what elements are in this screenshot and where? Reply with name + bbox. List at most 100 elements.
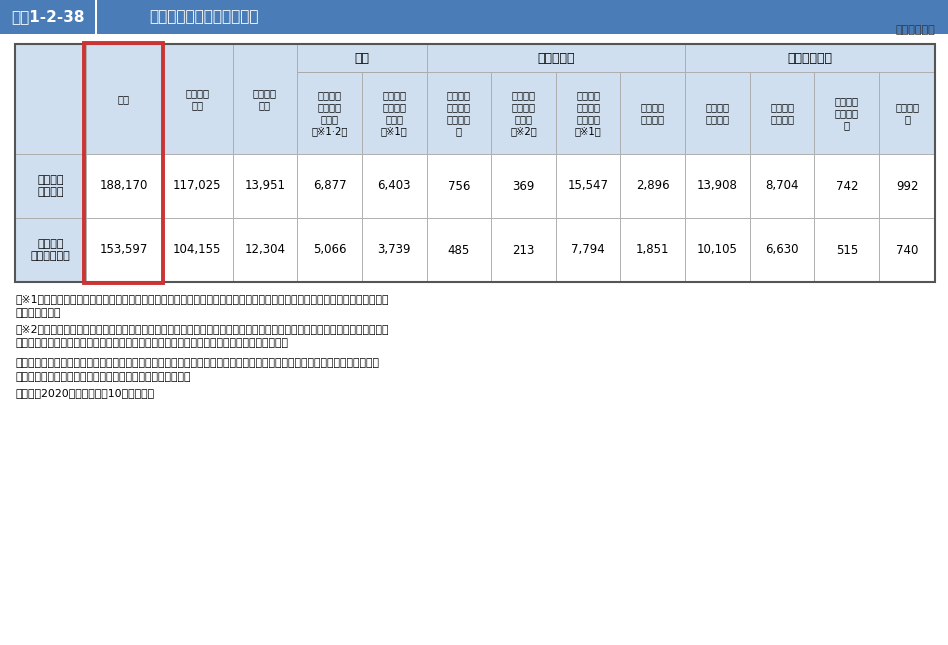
Text: 介護医療
院: 介護医療 院 xyxy=(895,102,919,124)
Bar xyxy=(232,218,297,282)
Text: 生活介護では「専らその職務に従事する介護支援専門員であること」とされている。: 生活介護では「専らその職務に従事する介護支援専門員であること」とされている。 xyxy=(15,338,288,348)
Bar xyxy=(362,154,427,218)
Text: 特定施設
入居者生
活介護
（※1·2）: 特定施設 入居者生 活介護 （※1·2） xyxy=(311,90,348,136)
Text: 従事者数
（実数）: 従事者数 （実数） xyxy=(37,175,64,197)
Bar xyxy=(685,218,750,282)
Text: 5,066: 5,066 xyxy=(313,244,346,257)
Text: 地域密着型: 地域密着型 xyxy=(538,52,574,64)
Bar xyxy=(15,44,85,72)
Bar xyxy=(427,44,685,72)
Bar xyxy=(297,218,362,282)
Text: 象外。: 象外。 xyxy=(15,308,61,318)
Bar xyxy=(879,154,935,218)
Text: 2,896: 2,896 xyxy=(636,179,669,192)
Bar xyxy=(162,44,232,72)
Text: 8,704: 8,704 xyxy=(765,179,799,192)
Text: 介護支援専門員の従事者数: 介護支援専門員の従事者数 xyxy=(149,10,259,25)
Text: 居宅: 居宅 xyxy=(355,52,370,64)
Text: 省老健局認知症施策・地域介護推進課において作成。: 省老健局認知症施策・地域介護推進課において作成。 xyxy=(15,372,191,382)
Bar xyxy=(297,44,427,72)
Bar xyxy=(814,72,879,154)
Bar xyxy=(750,218,814,282)
Text: 117,025: 117,025 xyxy=(173,179,222,192)
Bar xyxy=(621,72,685,154)
Text: 図表1-2-38: 図表1-2-38 xyxy=(11,10,84,25)
Text: 従事者数
（常勤換算）: 従事者数 （常勤換算） xyxy=(30,239,70,261)
Bar xyxy=(685,72,750,154)
Text: （注）　2020（令和２）年10月１日現在: （注） 2020（令和２）年10月１日現在 xyxy=(15,388,155,398)
Bar xyxy=(621,154,685,218)
Bar xyxy=(621,218,685,282)
Bar xyxy=(162,44,232,154)
Text: 6,877: 6,877 xyxy=(313,179,346,192)
Bar xyxy=(15,44,85,154)
Text: 992: 992 xyxy=(896,179,919,192)
Bar xyxy=(297,154,362,218)
Text: 介護保険施設: 介護保険施設 xyxy=(788,52,832,64)
Text: 515: 515 xyxy=(836,244,858,257)
Text: 13,908: 13,908 xyxy=(697,179,738,192)
Text: 特定施設
入居者生
活介護
（※2）: 特定施設 入居者生 活介護 （※2） xyxy=(510,90,537,136)
Bar xyxy=(232,44,297,154)
Bar xyxy=(491,72,556,154)
Bar xyxy=(491,218,556,282)
Bar xyxy=(232,154,297,218)
Text: 485: 485 xyxy=(447,244,470,257)
Bar xyxy=(879,72,935,154)
Text: 看護小規
模多機能
型居宅介
護: 看護小規 模多機能 型居宅介 護 xyxy=(447,90,471,136)
Bar xyxy=(85,44,162,154)
Bar xyxy=(750,154,814,218)
Text: 3,739: 3,739 xyxy=(377,244,410,257)
Text: （※2）　特定施設入居者生活介護については、計画作成担当者の従事者数。なお、計画作成担当者について、特定施設入居者: （※2） 特定施設入居者生活介護については、計画作成担当者の従事者数。なお、計画… xyxy=(15,324,389,334)
Bar xyxy=(15,218,85,282)
Text: 153,597: 153,597 xyxy=(100,244,148,257)
Bar xyxy=(297,72,362,154)
Bar xyxy=(879,218,935,282)
Bar xyxy=(556,72,621,154)
Text: 740: 740 xyxy=(896,244,919,257)
Text: 188,170: 188,170 xyxy=(100,179,148,192)
Text: 13,951: 13,951 xyxy=(245,179,285,192)
Bar xyxy=(814,218,879,282)
Bar xyxy=(685,154,750,218)
Text: 6,403: 6,403 xyxy=(377,179,410,192)
Text: 742: 742 xyxy=(835,179,858,192)
Bar xyxy=(556,218,621,282)
Text: 介護老人
福祉施設: 介護老人 福祉施設 xyxy=(705,102,730,124)
Bar xyxy=(427,72,491,154)
Text: 認知症対
応型共同
生活介護
（※1）: 認知症対 応型共同 生活介護 （※1） xyxy=(574,90,602,136)
Text: 介護療養
型医療施
設: 介護療養 型医療施 設 xyxy=(835,96,859,130)
Text: 小規模多
機能型居
宅介護
（※1）: 小規模多 機能型居 宅介護 （※1） xyxy=(381,90,408,136)
Bar xyxy=(15,44,935,282)
Text: 369: 369 xyxy=(512,179,535,192)
Text: 1,851: 1,851 xyxy=(636,244,669,257)
Text: 合計: 合計 xyxy=(118,94,130,104)
Text: 7,794: 7,794 xyxy=(572,244,605,257)
Bar xyxy=(232,44,297,72)
Bar xyxy=(162,218,232,282)
Text: 15,547: 15,547 xyxy=(568,179,609,192)
Bar xyxy=(491,154,556,218)
Bar xyxy=(162,154,232,218)
Text: 756: 756 xyxy=(447,179,470,192)
Bar xyxy=(95,0,97,34)
Bar xyxy=(427,218,491,282)
Bar xyxy=(0,0,948,34)
Text: （※1）　介護予防サービスを一体的に行っている事業所の従事者を含む。また、介護予防サービスのみ行っている事業者は対: （※1） 介護予防サービスを一体的に行っている事業所の従事者を含む。また、介護予… xyxy=(15,294,389,304)
Text: 6,630: 6,630 xyxy=(765,244,799,257)
Bar xyxy=(85,154,162,218)
Text: 介護予防
支援: 介護予防 支援 xyxy=(253,88,277,110)
Text: 介護老人
保健施設: 介護老人 保健施設 xyxy=(770,102,794,124)
Bar xyxy=(362,218,427,282)
Bar xyxy=(85,218,162,282)
Bar xyxy=(556,154,621,218)
Bar xyxy=(362,72,427,154)
Text: （単位：人）: （単位：人） xyxy=(895,25,935,35)
Text: 資料：厚生労働省政策統括官（統計・情報政策、労使関係担当）「令和２年介護サービス施設・事業所調査」により厚生労働: 資料：厚生労働省政策統括官（統計・情報政策、労使関係担当）「令和２年介護サービス… xyxy=(15,358,379,368)
Bar xyxy=(685,44,935,72)
Bar xyxy=(427,154,491,218)
Bar xyxy=(814,154,879,218)
Bar xyxy=(15,154,85,218)
Text: 10,105: 10,105 xyxy=(697,244,738,257)
Text: 居宅介護
支援: 居宅介護 支援 xyxy=(185,88,210,110)
